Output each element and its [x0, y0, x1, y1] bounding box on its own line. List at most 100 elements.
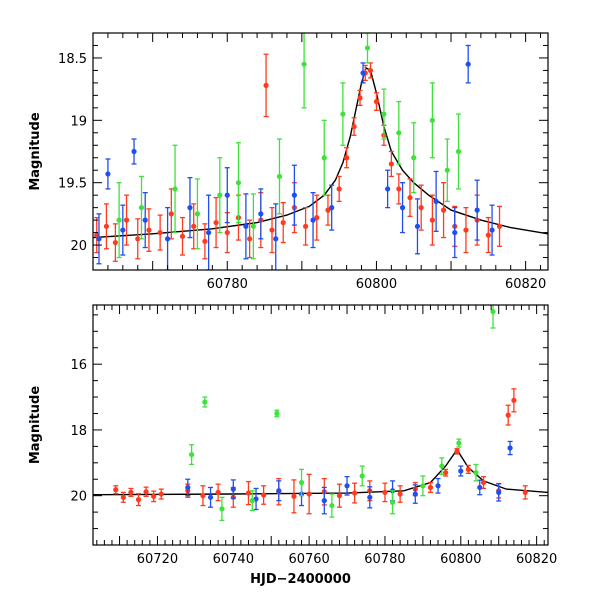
point-marker [340, 111, 346, 117]
data-point [120, 491, 126, 503]
point-marker [151, 493, 157, 499]
x-tick-label: 60760 [288, 552, 329, 567]
data-point [247, 219, 253, 259]
data-point [235, 142, 242, 224]
point-marker [128, 489, 134, 495]
x-tick-label: 60780 [364, 552, 405, 567]
point-marker [187, 205, 193, 211]
data-point [158, 488, 164, 500]
data-point [224, 167, 230, 224]
y-tick-label: 20 [70, 239, 87, 254]
data-point [96, 213, 102, 265]
x-tick-label: 60800 [440, 552, 481, 567]
point-marker [249, 498, 255, 504]
x-tick-label: 60740 [213, 552, 254, 567]
data-point [269, 206, 275, 254]
data-point [474, 179, 480, 241]
plot-area [93, 305, 548, 521]
point-marker [276, 488, 282, 494]
point-marker [269, 227, 275, 233]
data-point [364, 33, 371, 64]
data-point [385, 169, 391, 209]
data-point [250, 193, 256, 260]
data-point [340, 82, 346, 146]
point-marker [397, 491, 403, 497]
data-point [276, 138, 283, 215]
point-marker [465, 61, 471, 67]
data-point [496, 483, 502, 502]
data-point [321, 486, 327, 515]
point-marker [433, 198, 439, 204]
plot-area [93, 33, 548, 270]
point-marker [250, 223, 256, 229]
data-point [418, 184, 424, 231]
point-marker [465, 466, 471, 472]
point-marker [112, 239, 118, 246]
data-point [191, 203, 197, 250]
data-point [485, 216, 491, 254]
data-point [511, 388, 517, 413]
point-marker [388, 161, 394, 167]
point-marker [261, 492, 267, 498]
point-marker [473, 470, 479, 476]
data-point [263, 53, 269, 118]
point-marker [420, 483, 426, 489]
y-axis-label: Magnitude [28, 112, 43, 191]
point-marker [367, 67, 374, 74]
data-point [522, 485, 528, 500]
data-point [429, 194, 435, 246]
data-point [473, 463, 479, 482]
data-point [452, 206, 458, 259]
data-point [359, 465, 365, 487]
point-marker [429, 217, 435, 223]
x-axis-label: HJD−2400000 [250, 572, 351, 587]
data-point [146, 208, 152, 252]
point-marker [298, 479, 305, 486]
point-marker [385, 186, 391, 192]
top-panel: 60780 60800 60820 18.5 19 19.5 20 Magnitude [28, 32, 549, 292]
point-marker [357, 95, 363, 101]
x-tick-label: 60780 [207, 277, 248, 292]
y-tick-label: 20 [70, 490, 87, 505]
point-marker [455, 148, 462, 155]
data-point [249, 490, 255, 512]
point-marker [329, 502, 335, 509]
x-tick-label: 60800 [356, 277, 397, 292]
data-point [455, 113, 462, 190]
data-point [367, 486, 373, 509]
point-marker [273, 236, 279, 242]
point-marker [399, 205, 406, 211]
point-marker [389, 499, 396, 505]
point-marker [263, 82, 269, 88]
data-point [329, 184, 335, 231]
point-marker [427, 484, 434, 491]
series-0 [94, 53, 503, 262]
point-marker [505, 412, 511, 418]
point-marker [496, 489, 502, 495]
point-marker [336, 186, 342, 192]
data-point [123, 194, 130, 246]
point-marker [219, 506, 225, 512]
point-marker [414, 223, 421, 229]
data-point [507, 440, 513, 456]
point-marker [96, 236, 102, 242]
point-marker [507, 445, 513, 451]
point-marker [407, 195, 413, 201]
data-point [276, 480, 282, 502]
point-marker [158, 491, 164, 497]
data-point [135, 218, 141, 260]
data-point [142, 192, 148, 249]
x-tick-label: 60720 [137, 552, 178, 567]
series-1 [185, 440, 513, 515]
point-marker [485, 232, 491, 238]
point-marker [135, 236, 141, 242]
data-point [112, 223, 118, 262]
data-point [188, 444, 195, 466]
data-point [207, 486, 214, 508]
point-marker [381, 111, 387, 117]
data-point [357, 89, 363, 106]
point-marker [480, 479, 487, 486]
point-marker [429, 117, 435, 123]
point-marker [194, 211, 201, 217]
point-marker [202, 399, 208, 405]
